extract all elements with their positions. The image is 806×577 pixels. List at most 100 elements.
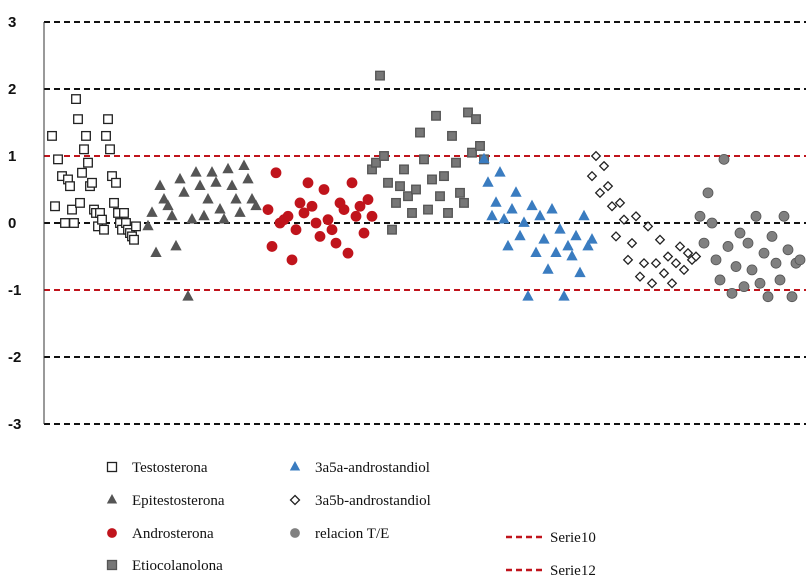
data-point (758, 247, 770, 259)
data-point (358, 227, 370, 239)
data-point (87, 177, 97, 188)
data-point (590, 150, 602, 162)
data-point (482, 176, 494, 187)
data-point (375, 70, 385, 81)
data-point (174, 172, 186, 184)
data-point (526, 199, 538, 211)
data-point (714, 274, 726, 286)
data-point (786, 291, 798, 303)
data-point (486, 209, 498, 221)
data-point (435, 191, 445, 202)
data-point (554, 223, 566, 234)
data-point (690, 251, 702, 262)
data-point (658, 268, 670, 279)
legend-label: Androsterona (132, 526, 214, 542)
data-point (67, 204, 77, 215)
series-androsterona (262, 167, 378, 266)
data-point (282, 210, 294, 222)
legend-item: 3a5a-androstandiol (289, 460, 430, 476)
data-point (694, 210, 706, 222)
data-point (407, 207, 417, 218)
data-point (698, 237, 710, 249)
legend-item: Serie10 (506, 530, 596, 546)
data-point (150, 246, 162, 258)
data-point (578, 209, 590, 221)
data-point (614, 197, 626, 209)
data-point (79, 144, 89, 155)
data-point (522, 290, 534, 301)
data-point (194, 179, 206, 191)
legend-marker-icon (290, 528, 300, 538)
data-point (610, 231, 622, 242)
data-points (47, 70, 806, 303)
data-point (290, 224, 302, 236)
data-point (718, 153, 730, 165)
legend-label: Serie12 (550, 563, 596, 577)
data-point (626, 237, 638, 249)
data-point (706, 217, 718, 229)
series-3a5b-androstandiol (586, 150, 702, 289)
data-point (314, 230, 326, 242)
data-point (634, 271, 646, 282)
gridlines (44, 21, 806, 425)
data-point (50, 201, 60, 212)
data-point (722, 241, 734, 252)
data-point (403, 191, 413, 202)
data-point (366, 210, 378, 222)
data-point (622, 254, 634, 266)
data-point (154, 179, 166, 191)
data-point (439, 171, 449, 182)
data-point (318, 184, 330, 195)
data-point (447, 130, 457, 141)
data-point (131, 221, 141, 232)
data-point (674, 241, 686, 252)
data-point (238, 159, 250, 170)
legend-label: Etiocolanolona (132, 558, 223, 574)
data-point (234, 206, 246, 217)
data-point (47, 130, 57, 141)
data-point (266, 241, 278, 252)
legend-item: Epitestosterona (106, 493, 225, 509)
data-point (387, 224, 397, 235)
data-point (459, 197, 469, 208)
data-point (538, 233, 550, 244)
data-point (746, 264, 758, 276)
legend-marker-icon (106, 461, 118, 473)
data-point (710, 254, 722, 266)
series-3a5a-androstandiol (478, 152, 598, 301)
data-point (326, 224, 338, 236)
data-point (111, 177, 121, 188)
data-point (198, 209, 210, 221)
series-testosterona (47, 94, 141, 245)
data-point (246, 192, 258, 204)
legend-label: 3a5b-androstandiol (315, 493, 431, 509)
data-point (427, 174, 437, 185)
data-point (103, 114, 113, 125)
data-point (97, 214, 107, 225)
data-point (586, 233, 598, 244)
data-point (498, 213, 510, 224)
data-point (650, 257, 662, 269)
data-point (350, 210, 362, 222)
data-point (210, 176, 222, 187)
data-point (338, 204, 350, 216)
y-tick-label: -1 (8, 282, 21, 299)
data-point (574, 266, 586, 278)
data-point (654, 234, 666, 245)
data-point (330, 237, 342, 249)
data-point (646, 278, 658, 289)
data-point (379, 151, 389, 161)
y-tick-label: -2 (8, 349, 21, 366)
data-point (166, 209, 178, 221)
legend-label: Epitestosterona (132, 493, 225, 509)
data-point (602, 180, 614, 192)
legend-label: Testosterona (132, 460, 208, 476)
data-point (306, 200, 318, 212)
data-point (250, 199, 262, 211)
data-point (81, 130, 91, 141)
data-point (206, 166, 218, 177)
data-point (383, 177, 393, 188)
data-point (190, 166, 202, 177)
data-point (354, 200, 366, 212)
